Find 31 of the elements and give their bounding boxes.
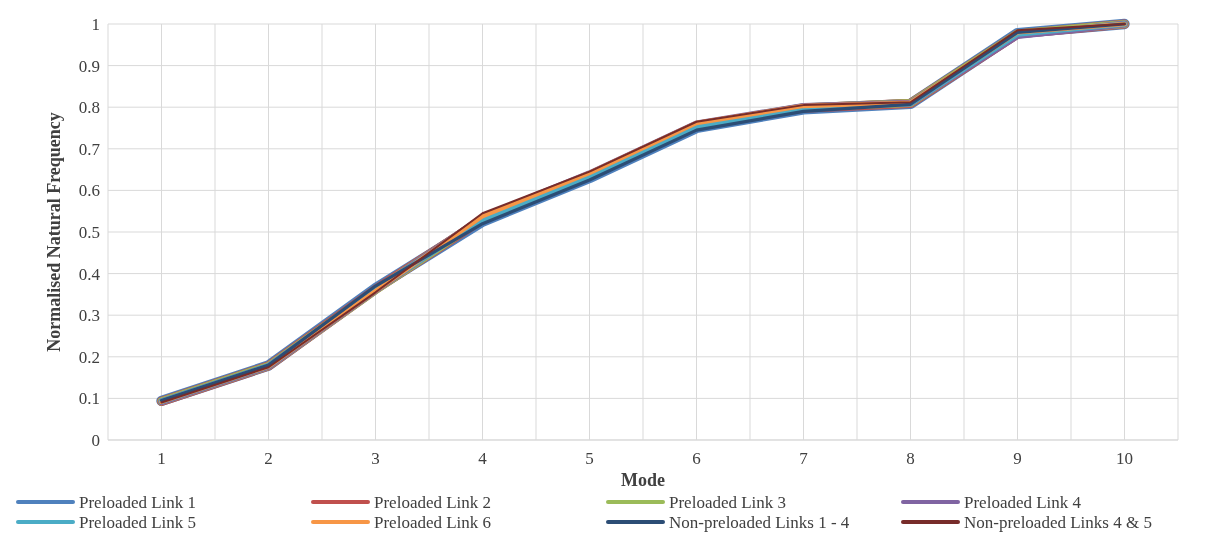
x-tick-label: 7 [799,449,809,468]
x-tick-label: 9 [1013,449,1022,468]
legend-label: Preloaded Link 2 [374,492,492,512]
legend-label: Preloaded Link 3 [669,492,787,512]
x-tick-label: 3 [371,449,380,468]
y-axis-title: Normalised Natural Frequency [44,112,64,352]
legend-label: Non-preloaded Links 4 & 5 [964,512,1152,532]
y-tick-label: 0.3 [78,306,100,326]
x-tick-label: 6 [692,449,701,468]
x-tick-label: 4 [478,449,488,468]
y-tick-label: 0.9 [78,56,100,76]
legend-label: Preloaded Link 5 [79,512,197,532]
y-tick-label: 0 [91,430,100,450]
legend-label: Preloaded Link 4 [964,492,1082,512]
y-tick-label: 0.8 [78,98,100,118]
x-tick-label: 8 [906,449,915,468]
y-tick-label: 0.6 [78,181,100,201]
x-axis-title: Mode [621,470,665,490]
x-tick-label: 1 [157,449,166,468]
legend-label: Non-preloaded Links 1 - 4 [669,512,850,532]
y-tick-label: 0.5 [78,222,100,242]
x-tick-label: 10 [1116,449,1133,468]
y-tick-label: 0.4 [78,264,101,284]
y-tick-label: 0.7 [78,139,101,159]
y-tick-label: 0.1 [78,389,100,409]
y-tick-label: 0.2 [78,347,100,367]
legend-label: Preloaded Link 6 [374,512,492,532]
x-tick-label: 5 [585,449,594,468]
legend-label: Preloaded Link 1 [79,492,197,512]
x-tick-label: 2 [264,449,273,468]
y-tick-label: 1 [91,14,100,34]
